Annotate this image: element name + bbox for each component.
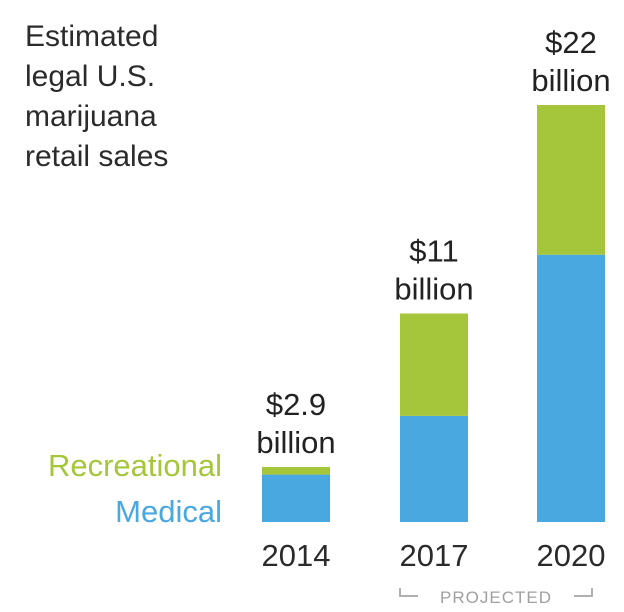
chart-title: Estimated legal U.S. marijuana retail sa… xyxy=(25,20,168,173)
total-label-unit-2017: billion xyxy=(394,272,473,307)
title-line-1: Estimated xyxy=(25,20,158,53)
total-label-unit-2020: billion xyxy=(531,63,610,98)
projected-bracket-right xyxy=(574,588,593,597)
projected-label: PROJECTED xyxy=(440,588,552,607)
projected-bracket-left xyxy=(399,588,418,597)
total-label-amount-2020: $22 xyxy=(545,25,597,60)
x-tick-label-2017: 2017 xyxy=(400,538,469,573)
total-label-amount-2014: $2.9 xyxy=(266,387,326,422)
bar-medical-2020 xyxy=(537,254,605,522)
bar-medical-2017 xyxy=(400,415,468,522)
legend: Recreational Medical xyxy=(48,448,222,529)
bar-recreational-2020 xyxy=(537,105,605,255)
bars-group: $2.9billion2014$11billion2017$22billion2… xyxy=(256,25,610,573)
projected-annotation: PROJECTED xyxy=(399,588,593,607)
legend-recreational: Recreational xyxy=(48,448,222,483)
legend-medical: Medical xyxy=(115,494,222,529)
bar-medical-2014 xyxy=(262,474,330,522)
x-tick-label-2020: 2020 xyxy=(537,538,606,573)
total-label-amount-2017: $11 xyxy=(409,234,458,269)
title-line-2: legal U.S. xyxy=(25,60,155,93)
bar-recreational-2014 xyxy=(262,467,330,475)
title-line-4: retail sales xyxy=(25,140,168,173)
total-label-unit-2014: billion xyxy=(256,425,335,460)
bar-recreational-2017 xyxy=(400,313,468,416)
title-line-3: marijuana xyxy=(25,100,157,133)
x-tick-label-2014: 2014 xyxy=(262,538,331,573)
